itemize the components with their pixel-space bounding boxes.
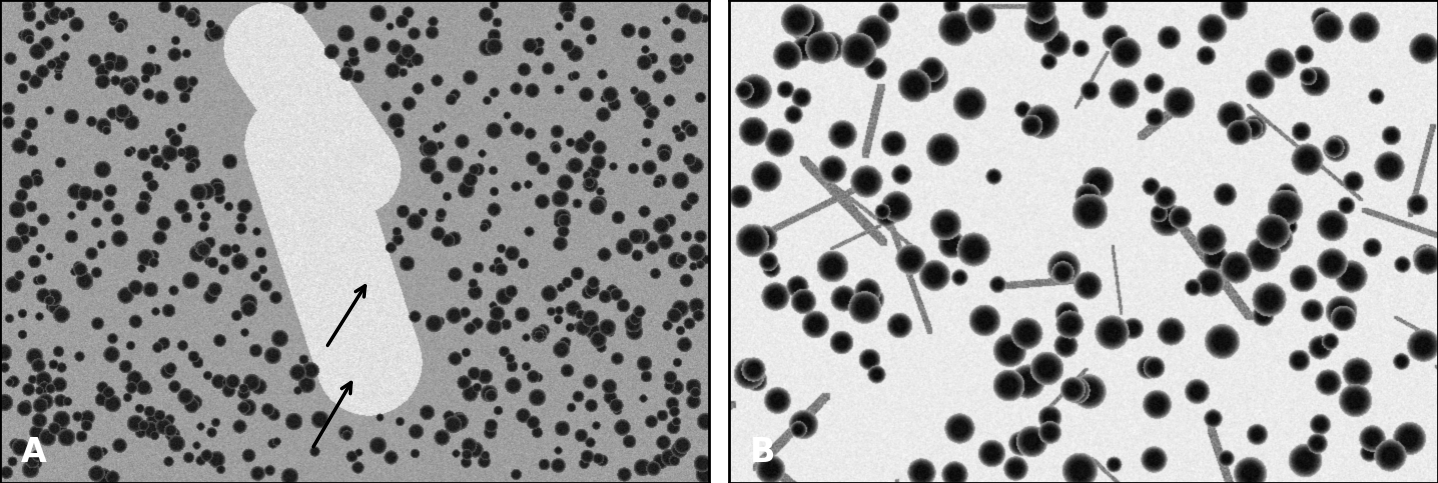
Text: B: B: [751, 436, 777, 469]
Text: A: A: [22, 436, 47, 469]
